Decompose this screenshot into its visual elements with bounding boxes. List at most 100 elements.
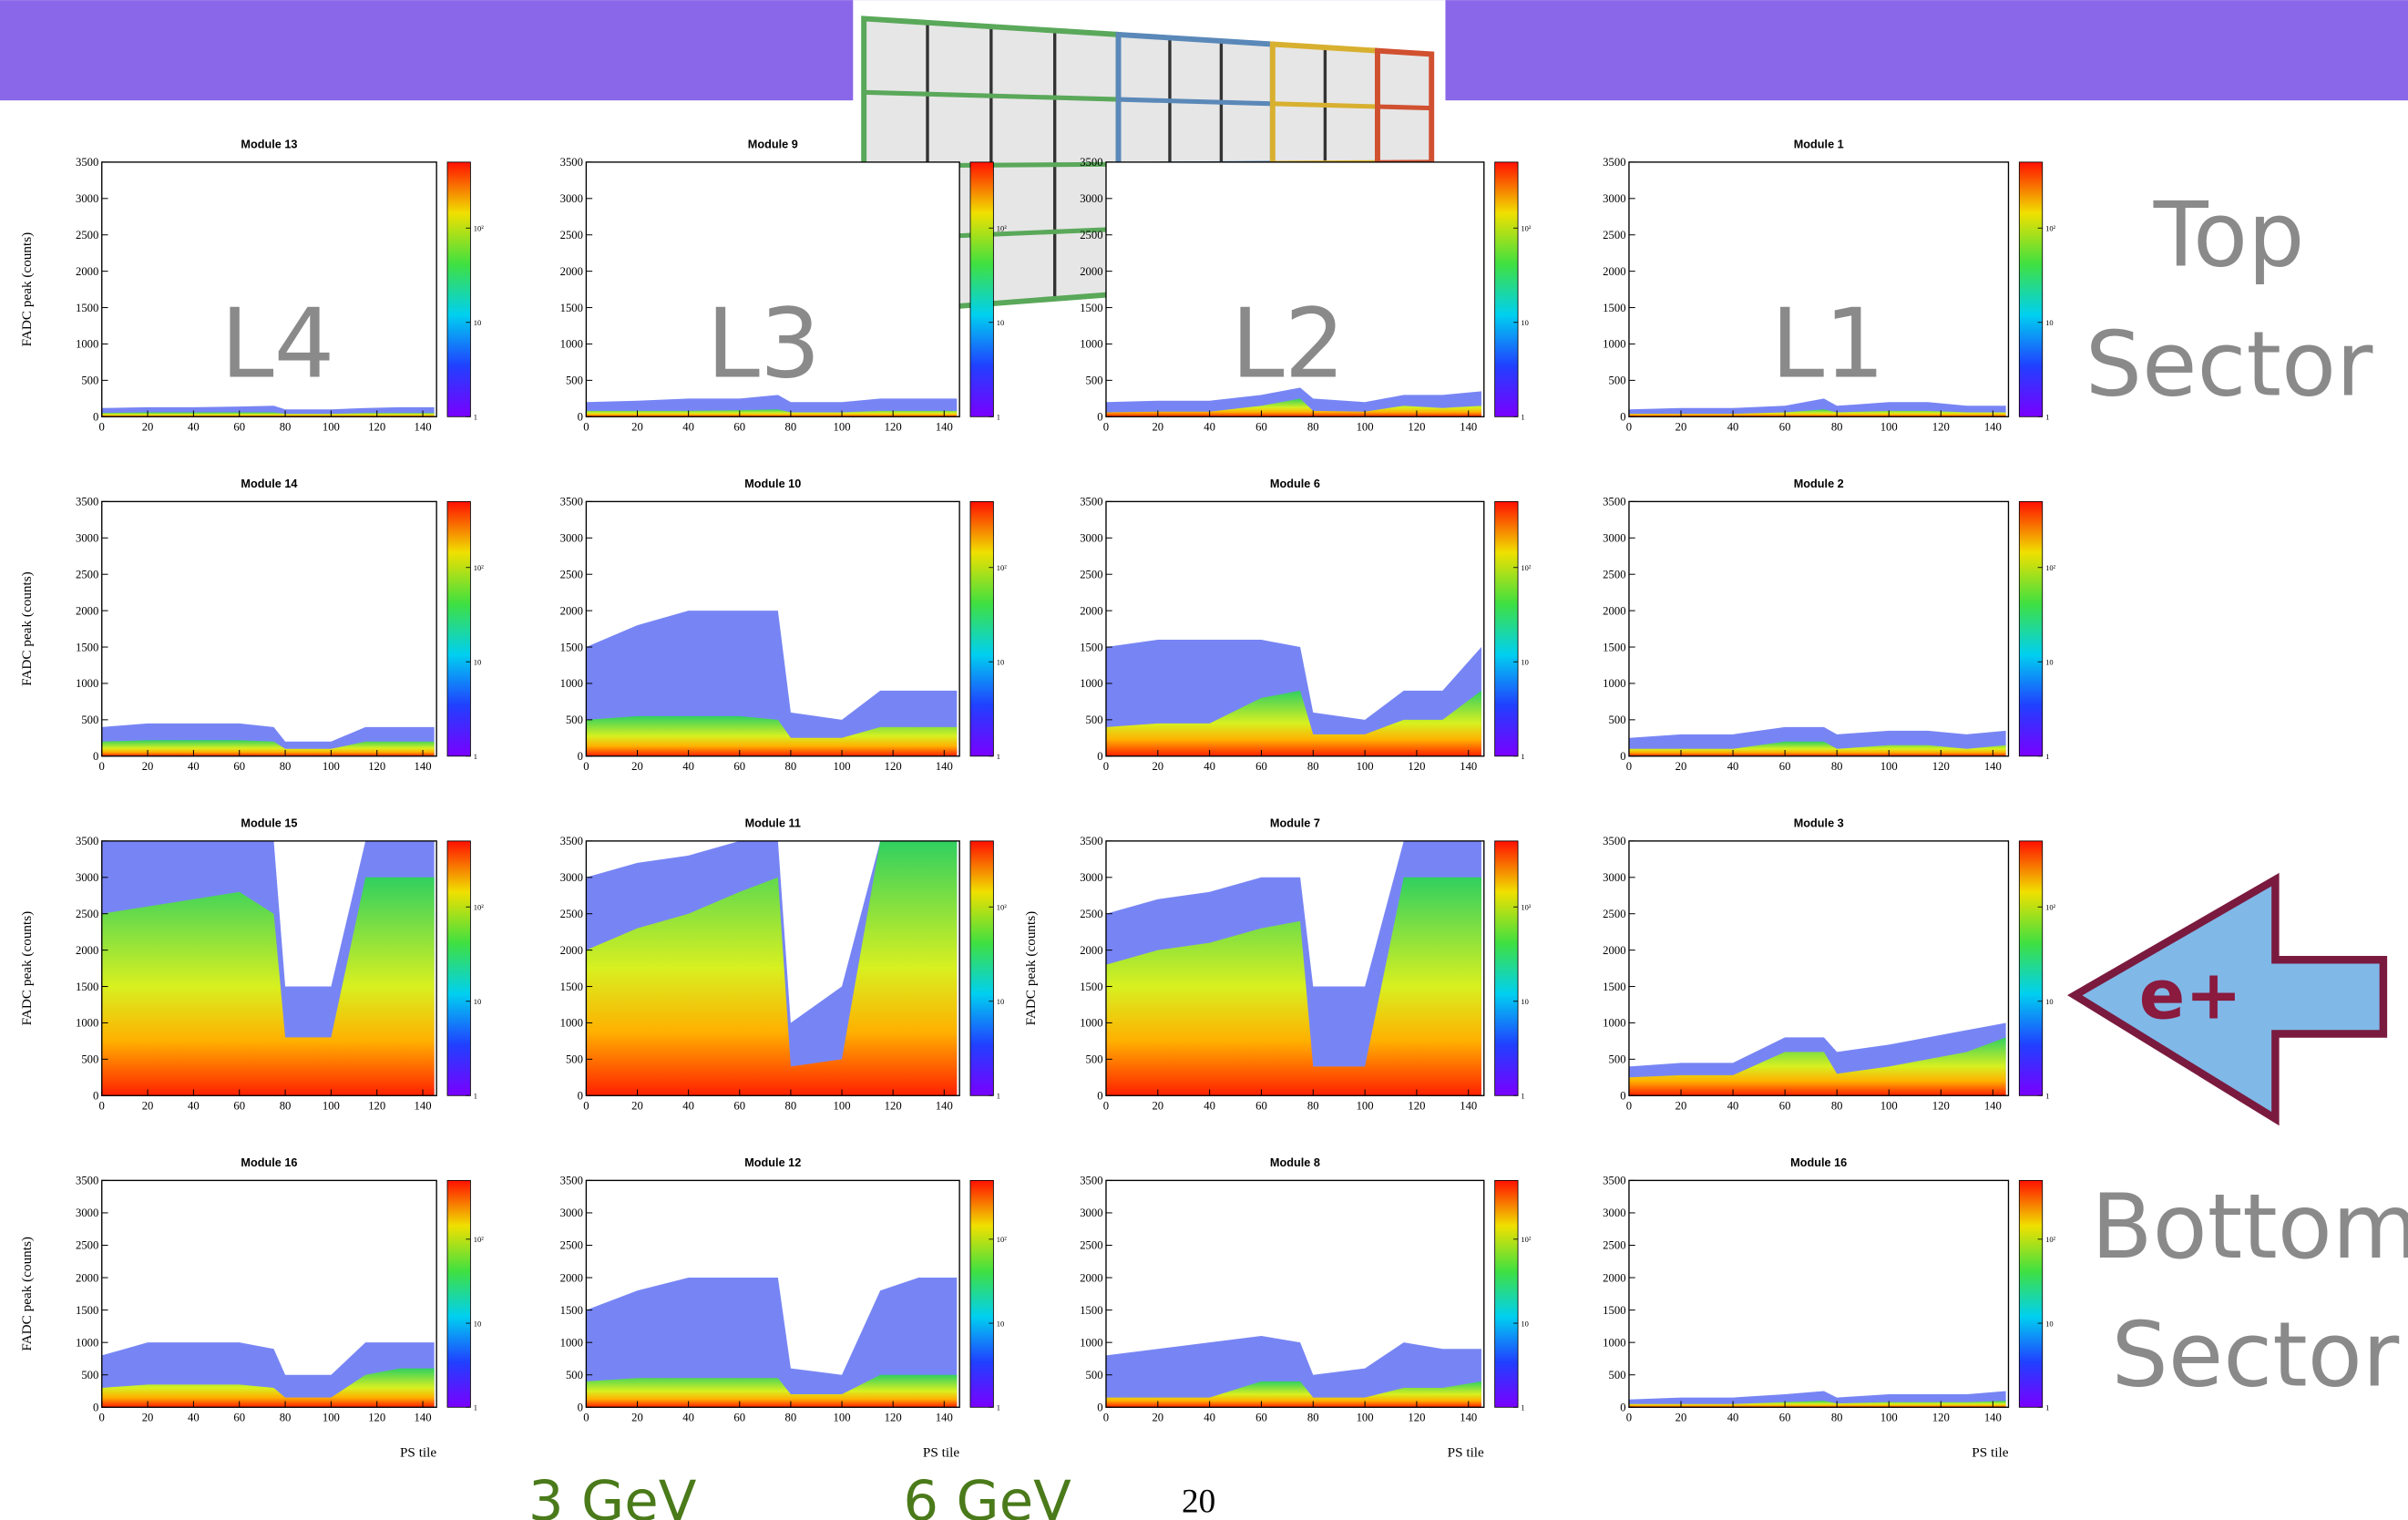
y-tick-label: 3500 (1603, 496, 1625, 508)
colorbar-tick-label: 10 (2045, 658, 2053, 667)
y-tick-label: 500 (81, 375, 98, 387)
x-tick-label: 100 (1880, 1099, 1898, 1112)
x-tick-label: 120 (885, 421, 902, 434)
y-tick-label: 3000 (76, 532, 98, 545)
x-tick-label: 0 (99, 760, 105, 773)
plot-frame-bg (1628, 161, 2009, 417)
y-tick-label: 500 (566, 714, 583, 726)
panel: 0 500 1000 1500 2000 2500 3000 3500 0 20 40 60 80 100… (560, 817, 1008, 1113)
x-tick-label: 140 (936, 1099, 953, 1112)
y-tick-label: 0 (1620, 411, 1625, 424)
x-tick-label: 80 (1831, 760, 1843, 773)
colorbar-tick-label: 10 (997, 318, 1004, 327)
x-tick-label: 80 (1307, 1099, 1319, 1112)
x-tick-label: 40 (188, 1412, 200, 1424)
y-tick-label: 2500 (1603, 568, 1625, 580)
y-tick-label: 500 (1086, 714, 1103, 726)
panel-title: Module 15 (241, 817, 297, 830)
colorbar-tick-label: 10² (1521, 224, 1531, 233)
y-tick-label: 3000 (1080, 1207, 1102, 1219)
x-tick-label: 40 (188, 421, 200, 434)
plot-frame (585, 1179, 960, 1408)
colorbar (446, 500, 471, 757)
y-tick-label: 1000 (1080, 338, 1102, 351)
y-tick-label: 1500 (1080, 1304, 1102, 1317)
x-tick-label: 100 (834, 1099, 851, 1112)
x-tick-label: 60 (733, 1412, 745, 1424)
y-tick-label: 3500 (560, 156, 583, 169)
y-tick-label: 1000 (1603, 677, 1625, 690)
y-tick-label: 1000 (560, 338, 583, 351)
colorbar-tick-label: 10² (2045, 903, 2055, 912)
panel: 0 500 1000 1500 2000 2500 3000 3500 0 20 40 60 80 100… (1080, 156, 1532, 433)
y-tick-label: 1500 (1603, 1304, 1625, 1317)
x-tick-label: 20 (1152, 1099, 1163, 1112)
plot-frame-bg (1628, 1180, 2009, 1408)
y-tick-label: 2000 (1080, 1271, 1102, 1284)
y-tick-label: 3000 (560, 192, 583, 205)
colorbar (1494, 161, 1519, 417)
x-tick-label: 140 (1460, 421, 1477, 434)
x-tick-label: 80 (1307, 421, 1319, 434)
x-tick-label: 100 (834, 421, 851, 434)
colorbar-tick-label: 10² (997, 903, 1007, 912)
colorbar (446, 1179, 471, 1408)
plot-frame-bg (101, 161, 437, 417)
core-area (1105, 877, 1481, 1096)
y-tick-label: 0 (93, 1089, 98, 1102)
y-tick-label: 2500 (560, 908, 583, 920)
x-tick-label: 0 (1626, 421, 1632, 434)
core-area (1628, 1401, 2006, 1408)
x-tick-label: 80 (785, 421, 797, 434)
plot-frame (1105, 1179, 1485, 1408)
x-tick-label: 0 (583, 760, 589, 773)
sector-label: Sector (2085, 313, 2373, 417)
y-tick-label: 3500 (76, 1175, 98, 1187)
y-tick-label: 2000 (560, 944, 583, 957)
colorbar (2018, 500, 2044, 757)
y-tick-label: 1500 (76, 1304, 98, 1317)
y-axis-label: FADC peak (counts) (1023, 911, 1039, 1026)
x-tick-label: 100 (1357, 760, 1374, 773)
x-tick-label: 0 (1626, 760, 1632, 773)
y-tick-label: 2000 (76, 604, 98, 617)
y-tick-label: 1000 (76, 1336, 98, 1349)
x-tick-label: 120 (1932, 1099, 1950, 1112)
panel: 0 500 1000 1500 2000 2500 3000 3500 0 20 40 60 80 100… (19, 817, 484, 1113)
layer-label: L2 (1231, 288, 1345, 399)
y-tick-label: 0 (1620, 1089, 1625, 1102)
y-tick-label: 500 (1086, 1369, 1103, 1381)
x-tick-label: 80 (280, 1412, 292, 1424)
x-tick-label: 20 (1152, 1412, 1163, 1424)
x-tick-label: 140 (936, 760, 953, 773)
colorbar-tick-label: 10² (2045, 224, 2055, 233)
y-tick-label: 1500 (1603, 302, 1625, 314)
colorbar (969, 1179, 994, 1408)
x-tick-label: 60 (233, 421, 245, 434)
core-area (1105, 1381, 1481, 1408)
colorbar-tick-label: 10 (1521, 997, 1528, 1006)
x-tick-label: 40 (1204, 1099, 1215, 1112)
y-tick-label: 3500 (76, 496, 98, 508)
plot-frame (1105, 161, 1485, 417)
y-tick-label: 3500 (1080, 1175, 1102, 1187)
y-tick-label: 2500 (560, 229, 583, 241)
y-tick-label: 2000 (1080, 604, 1102, 617)
colorbar-tick-label: 10² (474, 903, 484, 912)
y-tick-label: 1500 (560, 981, 583, 993)
x-tick-label: 80 (785, 1099, 797, 1112)
core-area (586, 715, 958, 756)
x-tick-label: 60 (1255, 760, 1267, 773)
y-tick-label: 2500 (1080, 568, 1102, 580)
x-tick-label: 0 (1103, 1099, 1109, 1112)
x-tick-label: 40 (1727, 1099, 1739, 1112)
colorbar (969, 840, 994, 1096)
x-tick-label: 120 (885, 760, 902, 773)
y-tick-label: 3000 (1080, 871, 1102, 884)
y-tick-label: 0 (93, 1402, 98, 1414)
panel: 0 500 1000 1500 2000 2500 3000 3500 0 20 40 60 80 100… (560, 478, 1008, 773)
y-tick-label: 3500 (560, 496, 583, 508)
x-tick-label: 20 (142, 421, 154, 434)
y-tick-label: 1000 (76, 1017, 98, 1030)
colorbar-tick-label: 10 (474, 997, 481, 1006)
